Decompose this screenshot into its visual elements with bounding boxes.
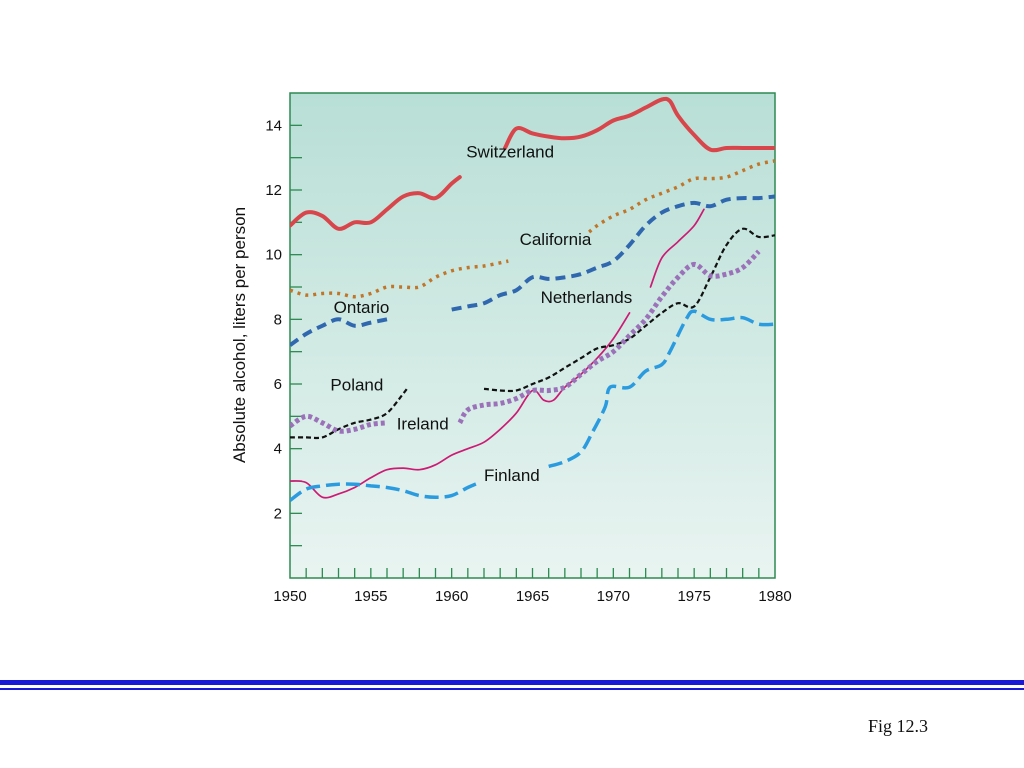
x-tick-label: 1975 xyxy=(677,588,710,605)
series-line-poland xyxy=(290,386,409,440)
series-line-switzerland xyxy=(290,175,462,231)
y-tick-label: 6 xyxy=(274,376,282,393)
y-tick-label: 14 xyxy=(265,117,282,134)
series-line-ontario xyxy=(290,317,388,347)
x-tick-label: 1980 xyxy=(758,588,791,605)
x-tick-label: 1965 xyxy=(516,588,549,605)
y-tick-label: 12 xyxy=(265,182,282,199)
x-tick-label: 1960 xyxy=(435,588,468,605)
series-label-ireland: Ireland xyxy=(397,414,449,433)
x-tick-label: 1970 xyxy=(597,588,630,605)
plot-area xyxy=(289,92,776,579)
series-line-netherlands xyxy=(649,208,705,288)
series-line-poland xyxy=(483,227,775,393)
figure-caption: Fig 12.3 xyxy=(867,716,928,736)
series-line-ontario xyxy=(451,194,775,312)
footer-rule-thin xyxy=(0,688,1024,690)
series-lines xyxy=(290,96,775,502)
series-label-poland: Poland xyxy=(330,375,383,394)
series-line-california xyxy=(587,159,775,234)
series-line-ireland xyxy=(457,249,761,425)
series-line-switzerland xyxy=(503,96,775,153)
axis-ticks: 2 4 6 8 10 12 14 1950 1955 1960 1965 1970 1975 1980 xyxy=(265,117,791,605)
y-tick-label: 10 xyxy=(265,247,282,264)
series-label-netherlands: Netherlands xyxy=(541,288,633,307)
series-line-finland xyxy=(290,480,480,502)
series-line-ireland xyxy=(290,413,388,434)
y-tick-label: 8 xyxy=(274,311,282,328)
series-label-california: California xyxy=(520,230,592,249)
series-labels: Switzerland California Ontario Netherlands P… xyxy=(330,143,632,485)
series-line-finland xyxy=(548,309,775,469)
x-tick-label: 1950 xyxy=(273,588,306,605)
x-tick-label: 1955 xyxy=(354,588,387,605)
series-label-finland: Finland xyxy=(484,466,540,485)
series-label-ontario: Ontario xyxy=(334,298,390,317)
y-tick-label: 2 xyxy=(274,505,282,522)
y-axis-title: Absolute alcohol, liters per person xyxy=(230,207,249,463)
y-tick-label: 4 xyxy=(274,441,282,458)
series-label-switzerland: Switzerland xyxy=(466,143,554,162)
footer-rule-thick xyxy=(0,680,1024,685)
